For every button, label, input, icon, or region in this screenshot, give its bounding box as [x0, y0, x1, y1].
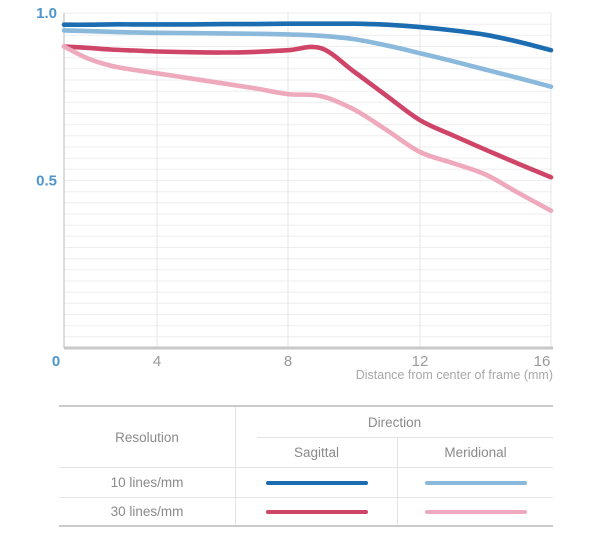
meridional-subheader-label: Meridional	[444, 444, 507, 460]
meridional-subheader-cell: Meridional	[397, 437, 553, 467]
row-10-meridional-cell	[397, 467, 553, 497]
x-tick-label-4: 4	[153, 353, 161, 370]
resolution-header-cell: Resolution	[59, 407, 236, 467]
sagittal-subheader-cell: Sagittal	[236, 437, 397, 467]
direction-header-label: Direction	[367, 414, 422, 430]
row-30-sagittal-cell	[236, 497, 397, 525]
row-30-lines-label-cell: 30 lines/mm	[59, 497, 236, 525]
swatch-10-meridional	[424, 480, 527, 485]
sagittal-subheader-label: Sagittal	[293, 444, 340, 460]
horizontal-gridlines	[64, 12, 551, 338]
series-30-lines-mm-meridional	[61, 44, 554, 213]
y-tick-label-0.5: 0.5	[36, 173, 57, 190]
series-10-lines-mm-meridional	[61, 28, 554, 89]
swatch-10-sagittal	[265, 480, 368, 485]
x-tick-label-0: 0	[52, 353, 60, 370]
swatch-30-meridional	[424, 509, 527, 514]
row-10-lines-label: 10 lines/mm	[110, 475, 184, 490]
x-axis-title: Distance from center of frame (mm)	[356, 368, 553, 382]
x-tick-label-16: 16	[534, 353, 551, 370]
x-tick-label-8: 8	[284, 353, 292, 370]
direction-header-cell: Direction	[236, 407, 553, 437]
direction-underline	[257, 437, 553, 438]
row-10-sagittal-cell	[236, 467, 397, 497]
row-30-lines-label: 30 lines/mm	[110, 504, 184, 519]
row-10-lines-label-cell: 10 lines/mm	[59, 467, 236, 497]
series-10-lines-mm-sagittal	[61, 21, 554, 53]
row-30-meridional-cell	[397, 497, 553, 525]
swatch-30-sagittal	[265, 509, 368, 514]
vertical-gridlines	[156, 13, 552, 348]
resolution-header-label: Resolution	[115, 429, 179, 445]
y-tick-label-1.0: 1.0	[36, 5, 57, 22]
x-tick-label-12: 12	[412, 353, 429, 370]
series-30-lines-mm-sagittal	[61, 44, 554, 180]
legend-table: Resolution Direction Sagittal Meridional…	[59, 405, 553, 527]
